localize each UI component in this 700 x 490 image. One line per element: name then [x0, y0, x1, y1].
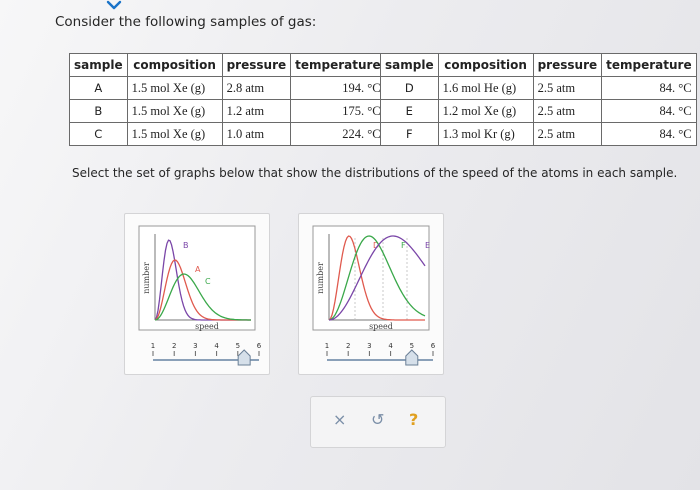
table-header-row: sample composition pressure temperature [69, 53, 386, 77]
pressure-cell: 2.5 atm [532, 76, 603, 100]
slider-tick-label: 4 [388, 342, 393, 350]
slider-handle[interactable] [405, 349, 419, 366]
table-row: E 1.2 mol Xe (g) 2.5 atm 84. °C [380, 99, 697, 123]
graph-option-2[interactable]: number speed D F E 1 2 3 4 5 6 [298, 213, 444, 375]
distribution-curve [328, 235, 426, 321]
composition-cell: 1.5 mol Xe (g) [126, 122, 223, 146]
slider-tick-label: 5 [236, 342, 240, 350]
temperature-cell: 84. °C [601, 122, 697, 146]
clear-button[interactable]: × [333, 410, 347, 429]
slider-tick-label: 1 [151, 342, 155, 350]
samples-table-left: sample composition pressure temperature … [69, 53, 386, 146]
composition-cell: 1.5 mol Xe (g) [126, 99, 223, 123]
sample-cell: D [380, 76, 439, 100]
pressure-cell: 2.5 atm [532, 99, 603, 123]
slider-tick-label: 6 [431, 342, 436, 350]
slider-tick-label: 2 [346, 342, 350, 350]
composition-cell: 1.5 mol Xe (g) [126, 76, 223, 100]
header-sample: sample [380, 53, 439, 77]
sample-cell: F [380, 122, 439, 146]
header-composition: composition [126, 53, 223, 77]
x-axis-label: speed [195, 322, 219, 331]
temperature-cell: 224. °C [290, 122, 386, 146]
plot-frame [138, 225, 256, 331]
slider-handle[interactable] [237, 349, 251, 366]
undo-button[interactable]: ↺ [371, 410, 385, 429]
curve-label: E [425, 241, 430, 250]
sample-cell: B [69, 99, 128, 123]
header-pressure: pressure [532, 53, 603, 77]
table-row: B 1.5 mol Xe (g) 1.2 atm 175. °C [69, 99, 386, 123]
sample-cell: A [69, 76, 128, 100]
distribution-curve [154, 273, 251, 321]
table-row: A 1.5 mol Xe (g) 2.8 atm 194. °C [69, 76, 386, 100]
composition-cell: 1.2 mol Xe (g) [437, 99, 534, 123]
sample-cell: C [69, 122, 128, 146]
plot-frame [312, 225, 430, 331]
speed-distribution-graph-1: number speed B AC 1 2 3 4 5 6 [138, 225, 262, 366]
slider-tick-label: 2 [172, 342, 176, 350]
pressure-cell: 1.2 atm [221, 99, 292, 123]
table-row: D 1.6 mol He (g) 2.5 atm 84. °C [380, 76, 697, 100]
slider-tick-label: 1 [325, 342, 329, 350]
header-pressure: pressure [221, 53, 292, 77]
header-sample: sample [69, 53, 128, 77]
instruction-text: Select the set of graphs below that show… [72, 166, 678, 180]
curve-label: A [195, 265, 201, 274]
distribution-curve [328, 235, 425, 321]
composition-cell: 1.6 mol He (g) [437, 76, 534, 100]
speed-distribution-graph-2: number speed D F E 1 2 3 4 5 6 [312, 225, 436, 366]
pressure-cell: 1.0 atm [221, 122, 292, 146]
distribution-curve [328, 235, 426, 321]
x-axis-label: speed [369, 322, 393, 331]
temperature-cell: 175. °C [290, 99, 386, 123]
slider-tick-label: 6 [257, 342, 262, 350]
composition-cell: 1.3 mol Kr (g) [437, 122, 534, 146]
samples-table-right: sample composition pressure temperature … [380, 53, 697, 146]
slider-tick-label: 3 [193, 342, 197, 350]
table-row: C 1.5 mol Xe (g) 1.0 atm 224. °C [69, 122, 386, 146]
header-temperature: temperature [601, 53, 697, 77]
graph-option-1[interactable]: number speed B A C 1 2 3 4 5 6 [124, 213, 270, 375]
chevron-down-icon[interactable] [104, 0, 124, 13]
temperature-cell: 84. °C [601, 99, 697, 123]
pressure-cell: 2.8 atm [221, 76, 292, 100]
curve-label: C [205, 277, 211, 286]
pressure-cell: 2.5 atm [532, 122, 603, 146]
temperature-cell: 84. °C [601, 76, 697, 100]
slider-tick-label: 3 [367, 342, 371, 350]
table-header-row: sample composition pressure temperature [380, 53, 697, 77]
curve-label: B [183, 241, 189, 250]
header-composition: composition [437, 53, 534, 77]
help-button[interactable]: ? [409, 410, 419, 429]
question-prompt: Consider the following samples of gas: [55, 14, 317, 30]
sample-cell: E [380, 99, 439, 123]
y-axis-label: number [316, 262, 325, 294]
temperature-cell: 194. °C [290, 76, 386, 100]
table-row: F 1.3 mol Kr (g) 2.5 atm 84. °C [380, 122, 697, 146]
y-axis-label: number [142, 262, 151, 294]
curve-label: D [373, 241, 379, 250]
header-temperature: temperature [290, 53, 386, 77]
slider-tick-label: 5 [410, 342, 414, 350]
slider-tick-label: 4 [214, 342, 219, 350]
answer-toolbar: × ↺ ? [310, 396, 446, 448]
curve-label: F [401, 241, 406, 250]
